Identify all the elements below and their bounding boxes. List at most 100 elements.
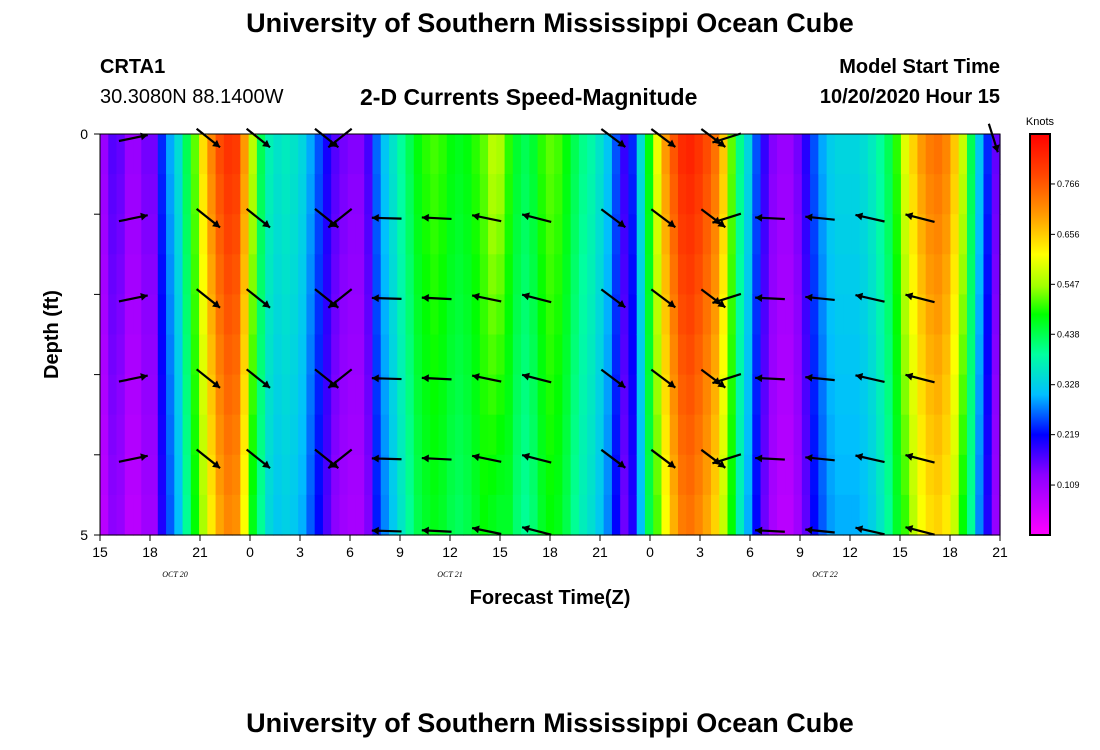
heatmap-cell	[199, 334, 208, 376]
current-arrow	[371, 374, 402, 383]
heatmap-cell	[207, 134, 217, 175]
heatmap-cell	[578, 254, 588, 295]
heatmap-cell	[273, 494, 283, 536]
heatmap-cell	[413, 454, 423, 496]
heatmap-cell	[694, 214, 704, 255]
heatmap-cell	[727, 414, 737, 456]
current-arrow	[195, 288, 221, 309]
heatmap-cell	[289, 494, 299, 536]
heatmap-cell	[397, 174, 407, 215]
heatmap-cell	[100, 414, 109, 456]
colorbar: Knots 0.766 0.656 0.547 0.438 0.328 0.219 0.109	[1026, 116, 1080, 536]
heatmap-cell	[711, 374, 720, 416]
heatmap-cell	[851, 334, 861, 376]
heatmap-cell	[281, 214, 291, 255]
main-title: University of Southern Mississippi Ocean…	[246, 8, 854, 38]
heatmap-cell	[578, 134, 588, 175]
x-tick-label: 18	[142, 544, 158, 560]
heatmap-cell	[496, 214, 506, 255]
heatmap-cell	[727, 294, 737, 336]
heatmap-cell	[669, 454, 679, 496]
heatmap-cell	[314, 414, 324, 456]
heatmap-cell	[281, 414, 291, 456]
heatmap-cell	[174, 254, 184, 295]
heatmap-cell	[859, 494, 869, 536]
arrow-head	[617, 300, 626, 308]
heatmap-cell	[422, 414, 431, 456]
heatmap-cell	[669, 334, 679, 376]
current-arrow	[905, 525, 935, 536]
heatmap-cell	[686, 174, 696, 215]
x-tick-label: 21	[992, 544, 1008, 560]
heatmap-cell	[719, 294, 729, 336]
arrow-head	[667, 219, 676, 228]
heatmap-cell	[983, 414, 993, 456]
x-tick-label: 0	[646, 544, 654, 560]
heatmap-cell	[521, 294, 530, 336]
arrow-head	[212, 300, 221, 308]
current-arrow	[712, 132, 742, 145]
heatmap-cell	[471, 414, 481, 456]
heatmap-cell	[620, 374, 630, 416]
heatmap-cell	[446, 134, 456, 175]
arrow-head	[717, 139, 726, 148]
heatmap-cell	[793, 454, 803, 496]
heatmap-cell	[909, 294, 919, 336]
heatmap-cell	[768, 414, 778, 456]
heatmap-cell	[669, 494, 679, 536]
heatmap-cell	[570, 334, 580, 376]
heatmap-cell	[966, 134, 976, 175]
heatmap-cell	[810, 134, 819, 175]
heatmap-cell	[141, 174, 151, 215]
heatmap-cell	[116, 334, 126, 376]
heatmap-cell	[900, 214, 910, 255]
heatmap-cell	[917, 374, 927, 416]
heatmap-cell	[215, 494, 225, 536]
heatmap-cell	[636, 294, 646, 336]
heatmap-cell	[545, 254, 555, 295]
arrow-head	[617, 219, 626, 228]
heatmap-cell	[166, 254, 175, 295]
current-arrow	[755, 294, 785, 302]
heatmap-cell	[339, 334, 349, 376]
heatmap-cell	[124, 334, 134, 376]
heatmap-cell	[322, 214, 332, 255]
arrow-head	[522, 212, 530, 221]
heatmap-cell	[777, 454, 786, 496]
heatmap-cell	[504, 454, 514, 496]
heatmap-cell	[339, 134, 349, 175]
heatmap-cell	[265, 414, 274, 456]
current-arrow	[471, 373, 502, 383]
heatmap-cell	[570, 374, 580, 416]
heatmap-cell	[892, 494, 902, 536]
heatmap-cell	[223, 294, 233, 336]
heatmap-cell	[190, 214, 200, 255]
heatmap-cell	[719, 374, 729, 416]
heatmap-cell	[843, 214, 852, 255]
heatmap-cell	[595, 454, 605, 496]
current-arrow	[118, 212, 148, 223]
heatmap-cell	[215, 414, 225, 456]
current-arrow	[805, 454, 835, 462]
heatmap-cell	[471, 334, 481, 376]
heatmap-cell	[694, 134, 704, 175]
heatmap-cell	[100, 134, 109, 175]
heatmap-cell	[884, 294, 894, 336]
current-arrow	[855, 372, 885, 383]
heatmap-cell	[182, 374, 192, 416]
current-arrow	[755, 213, 785, 222]
heatmap-cell	[884, 454, 894, 496]
heatmap-cell	[471, 214, 481, 255]
heatmap-cell	[933, 334, 943, 376]
heatmap-cell	[306, 414, 316, 456]
heatmap-cell	[578, 214, 588, 255]
heatmap-cell	[677, 134, 687, 175]
heatmap-cell	[265, 294, 274, 336]
heatmap-cell	[347, 374, 357, 416]
heatmap-cell	[669, 174, 679, 215]
heatmap-cell	[174, 134, 184, 175]
heatmap-cell	[331, 494, 341, 536]
heatmap-cell	[141, 454, 151, 496]
current-arrow	[327, 368, 353, 389]
arrow-head	[855, 453, 864, 461]
